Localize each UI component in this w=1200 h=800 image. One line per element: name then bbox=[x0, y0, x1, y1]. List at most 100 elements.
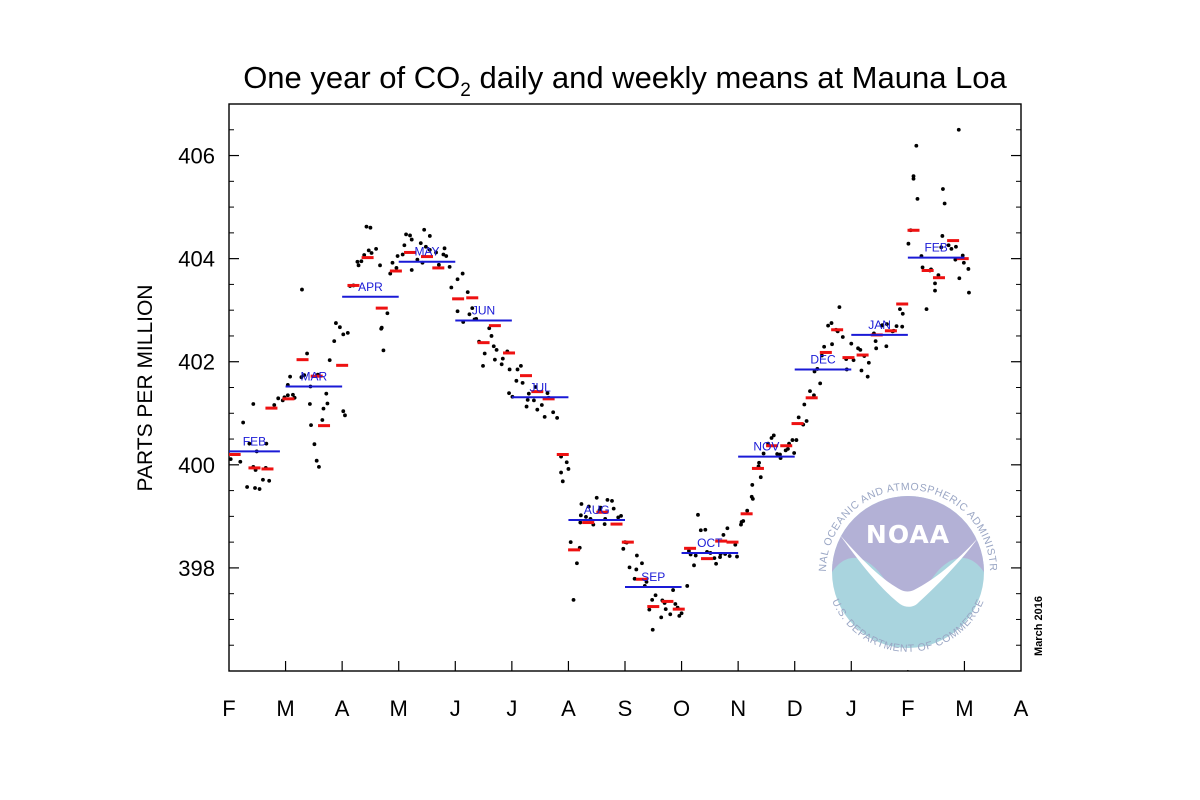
daily-mean-point bbox=[241, 420, 246, 425]
daily-mean-point bbox=[885, 322, 889, 326]
daily-mean-point bbox=[794, 438, 799, 442]
monthly-means-series: FEB MAR APR MAY JUN JUL AUG SEP OCT NOV DEC JAN FEB bbox=[229, 241, 965, 588]
daily-mean-point bbox=[559, 470, 563, 475]
daily-mean-point bbox=[911, 174, 916, 179]
daily-mean-point bbox=[307, 402, 312, 406]
daily-mean-point bbox=[291, 392, 295, 397]
daily-mean-point bbox=[687, 548, 691, 553]
monthly-mean-label: FEB bbox=[243, 434, 266, 448]
daily-mean-point bbox=[460, 271, 465, 276]
daily-mean-point bbox=[356, 263, 361, 268]
daily-mean-point bbox=[650, 597, 655, 602]
daily-mean-point bbox=[229, 457, 233, 462]
daily-mean-point bbox=[650, 627, 655, 632]
daily-mean-point bbox=[481, 363, 485, 368]
daily-mean-point bbox=[941, 187, 945, 191]
daily-mean-point bbox=[455, 277, 460, 282]
daily-mean-point bbox=[920, 265, 925, 270]
x-tick-label: D bbox=[787, 696, 803, 721]
daily-mean-point bbox=[470, 306, 475, 311]
daily-mean-point bbox=[388, 271, 393, 276]
y-tick-label: 400 bbox=[178, 453, 215, 478]
daily-mean-point bbox=[482, 351, 487, 356]
daily-mean-point bbox=[621, 546, 626, 551]
daily-mean-point bbox=[299, 375, 304, 380]
daily-means-series bbox=[229, 127, 971, 632]
daily-mean-point bbox=[840, 335, 845, 339]
monthly-mean-label: FEB bbox=[924, 241, 947, 255]
x-tick-label: O bbox=[673, 696, 690, 721]
daily-mean-point bbox=[961, 260, 966, 265]
daily-mean-point bbox=[822, 344, 827, 349]
daily-mean-point bbox=[602, 522, 607, 526]
daily-mean-point bbox=[362, 253, 367, 257]
daily-mean-point bbox=[632, 576, 637, 581]
daily-mean-point bbox=[898, 307, 902, 312]
daily-mean-point bbox=[449, 285, 454, 290]
daily-mean-point bbox=[302, 373, 307, 378]
daily-mean-point bbox=[520, 380, 525, 385]
daily-mean-point bbox=[341, 409, 346, 414]
daily-mean-point bbox=[415, 257, 420, 262]
daily-mean-point bbox=[579, 502, 584, 506]
daily-mean-point bbox=[808, 389, 812, 394]
daily-mean-point bbox=[247, 441, 252, 446]
x-tick-label: M bbox=[276, 696, 294, 721]
daily-mean-point bbox=[598, 505, 603, 510]
daily-mean-point bbox=[884, 344, 889, 349]
chart-credit: March 2016 bbox=[1033, 596, 1045, 656]
daily-mean-point bbox=[395, 254, 400, 258]
daily-mean-point bbox=[317, 464, 321, 469]
daily-mean-point bbox=[578, 520, 583, 525]
monthly-mean-label: AUG bbox=[584, 503, 610, 517]
daily-mean-point bbox=[812, 393, 816, 398]
daily-mean-point bbox=[332, 339, 337, 344]
daily-mean-point bbox=[285, 393, 290, 398]
daily-mean-point bbox=[594, 495, 599, 500]
daily-mean-point bbox=[858, 347, 863, 352]
daily-mean-point bbox=[327, 358, 332, 363]
daily-mean-point bbox=[526, 391, 531, 396]
daily-mean-point bbox=[725, 526, 730, 531]
daily-mean-point bbox=[368, 225, 373, 230]
y-tick-label: 402 bbox=[178, 350, 215, 375]
x-tick-label: N bbox=[730, 696, 746, 721]
daily-mean-point bbox=[859, 368, 864, 373]
x-tick-label: A bbox=[561, 696, 576, 721]
daily-mean-point bbox=[272, 403, 277, 407]
daily-mean-point bbox=[545, 391, 550, 396]
daily-mean-point bbox=[778, 452, 782, 457]
daily-mean-point bbox=[616, 515, 621, 520]
daily-mean-point bbox=[251, 402, 256, 406]
monthly-mean-label: SEP bbox=[641, 570, 665, 584]
daily-mean-point bbox=[659, 615, 664, 620]
daily-mean-point bbox=[423, 244, 428, 249]
daily-mean-point bbox=[644, 579, 649, 584]
monthly-mean-label: JUN bbox=[472, 303, 495, 317]
daily-mean-point bbox=[364, 224, 369, 229]
daily-mean-point bbox=[873, 339, 878, 344]
daily-mean-point bbox=[394, 266, 399, 270]
daily-mean-point bbox=[915, 196, 920, 201]
daily-mean-point bbox=[663, 607, 668, 612]
daily-mean-point bbox=[535, 407, 540, 412]
daily-mean-point bbox=[253, 486, 257, 490]
daily-mean-point bbox=[750, 483, 755, 487]
daily-mean-point bbox=[837, 305, 842, 309]
daily-mean-point bbox=[408, 233, 412, 238]
monthly-mean-label: APR bbox=[358, 280, 383, 294]
daily-mean-point bbox=[685, 584, 690, 588]
daily-mean-point bbox=[568, 540, 573, 545]
y-tick-label: 404 bbox=[178, 247, 215, 272]
x-tick-label: M bbox=[955, 696, 973, 721]
daily-mean-point bbox=[956, 127, 961, 132]
daily-mean-point bbox=[345, 330, 350, 335]
daily-mean-point bbox=[427, 234, 432, 238]
daily-mean-point bbox=[818, 381, 823, 386]
daily-mean-point bbox=[369, 251, 374, 255]
daily-mean-point bbox=[849, 341, 854, 346]
chart-title: One year of CO2 daily and weekly means a… bbox=[243, 60, 1007, 101]
daily-mean-point bbox=[532, 398, 536, 403]
monthly-mean-label: JAN bbox=[868, 318, 891, 332]
daily-mean-point bbox=[668, 612, 673, 617]
